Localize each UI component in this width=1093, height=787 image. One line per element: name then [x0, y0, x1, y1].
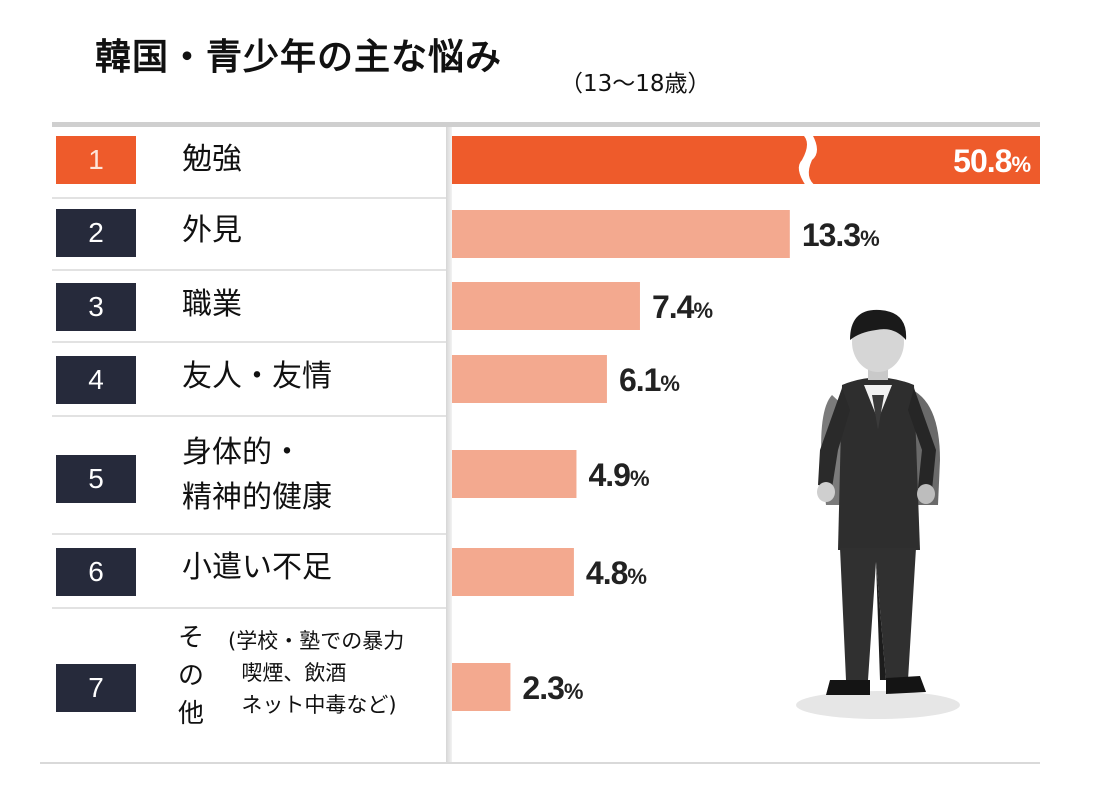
category-label-5-line2: 精神的健康: [182, 480, 332, 515]
value-label-5: 4.9%: [588, 457, 648, 493]
value-unit-4: %: [660, 371, 679, 396]
bottom-rule: [40, 762, 1040, 764]
category-label-2: 外見: [182, 213, 242, 248]
category-row-3: 3 職業: [52, 271, 446, 343]
top-rule: [52, 122, 1040, 127]
category-row-1: 1 勉強: [52, 127, 446, 199]
category-row-4: 4 友人・友情: [52, 343, 446, 417]
value-unit-5: %: [630, 466, 649, 491]
bar-2: [452, 210, 790, 258]
category-label-1: 勉強: [182, 142, 242, 177]
student-with-backpack-illustration: [796, 309, 960, 719]
bar-1: [452, 136, 1040, 184]
value-label-2: 13.3%: [802, 217, 879, 253]
value-label-7: 2.3%: [522, 670, 582, 706]
value-label-6: 4.8%: [586, 555, 646, 591]
value-unit-7: %: [564, 679, 583, 704]
value-unit-6: %: [627, 564, 646, 589]
bar-6: [452, 548, 574, 596]
rank-badge-5: 5: [56, 455, 136, 503]
rank-badge-1: 1: [56, 136, 136, 184]
category-label-6: 小遣い不足: [182, 550, 332, 585]
category-label-4: 友人・友情: [182, 359, 332, 394]
rank-badge-6: 6: [56, 548, 136, 596]
value-unit-1: %: [1011, 152, 1030, 177]
value-unit-3: %: [693, 298, 712, 323]
bar-3: [452, 282, 640, 330]
category-row-5: 5 身体的・ 精神的健康: [52, 417, 446, 535]
axis-break-mark: [798, 134, 817, 186]
bar-5: [452, 450, 577, 498]
value-unit-2: %: [860, 226, 879, 251]
value-label-3: 7.4%: [652, 289, 712, 325]
value-label-1: 50.8%: [953, 143, 1030, 179]
rank-badge-7: 7: [56, 664, 136, 712]
category-label-5: 身体的・ 精神的健康: [182, 430, 332, 520]
chart-title: 韓国・青少年の主な悩み: [95, 37, 503, 78]
panel-divider: [446, 127, 452, 762]
bar-4: [452, 355, 607, 403]
chart-subtitle: （13〜18歳）: [560, 71, 711, 97]
value-label-4: 6.1%: [619, 362, 679, 398]
category-row-6: 6 小遣い不足: [52, 535, 446, 609]
category-label-5-line1: 身体的・: [182, 435, 302, 470]
category-label-3: 職業: [182, 287, 242, 322]
category-note-7: (学校・塾での暴力 喫煙、飲酒 ネット中毒など): [228, 629, 405, 717]
category-row-7: 7 その他 (学校・塾での暴力 喫煙、飲酒 ネット中毒など): [52, 609, 446, 759]
category-row-2: 2 外見: [52, 197, 446, 271]
bar-7: [452, 663, 511, 711]
rank-badge-3: 3: [56, 283, 136, 331]
rank-badge-4: 4: [56, 356, 136, 404]
category-label-7: その他: [178, 623, 205, 729]
rank-badge-2: 2: [56, 209, 136, 257]
